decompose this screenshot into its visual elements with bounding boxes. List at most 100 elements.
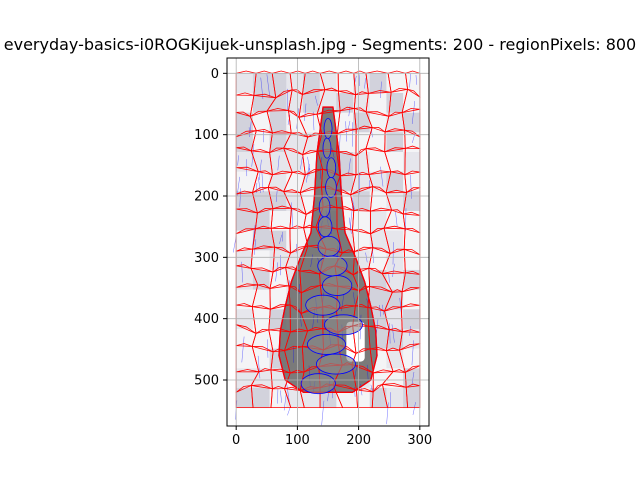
flow-line (412, 402, 416, 415)
flow-line (411, 371, 415, 385)
flow-line (392, 263, 395, 277)
flow-line (395, 211, 398, 227)
flow-line (266, 74, 271, 98)
segment-cell (336, 73, 354, 94)
segment-cell (252, 112, 271, 133)
segment-cell (269, 171, 287, 192)
segment-cell (236, 73, 254, 94)
object-boundary (278, 106, 378, 393)
flow-line (239, 188, 241, 207)
segment-cell (269, 112, 287, 133)
segment-cell (269, 132, 287, 153)
segment-cell (353, 210, 371, 232)
segment-cell (369, 92, 387, 114)
object-segment (317, 216, 333, 238)
segment-cell (269, 210, 287, 232)
segment-cell (252, 348, 271, 369)
segment-cell (353, 151, 371, 173)
flow-line (291, 202, 293, 227)
y-tick-label: 300 (194, 251, 219, 266)
flow-line (410, 174, 412, 199)
segment-cell (403, 309, 421, 330)
segment-cell (386, 171, 404, 192)
segment-cell (403, 230, 421, 251)
segment-cell (252, 92, 271, 114)
flow-line (352, 292, 356, 304)
object-segment (322, 137, 332, 159)
segment-cell (236, 230, 254, 251)
segment-cell (386, 328, 404, 350)
flow-line (275, 262, 279, 282)
object-segment (317, 255, 348, 277)
segment-cell (369, 151, 387, 173)
flow-line (314, 95, 318, 106)
flow-line (237, 155, 239, 166)
segment-cell (386, 250, 404, 271)
flow-line (267, 339, 269, 358)
segment-cell (353, 230, 371, 251)
segment-cell (269, 92, 287, 114)
segment-cell (269, 368, 287, 389)
segment-cell (403, 151, 421, 173)
flow-line (391, 324, 395, 343)
object-segment (322, 275, 353, 296)
segment-cell (353, 73, 371, 94)
y-tick-label: 200 (194, 190, 219, 205)
flow-line (348, 158, 351, 175)
segment-cell (386, 230, 404, 251)
segment-cell (269, 230, 287, 251)
segment-cell (236, 368, 254, 389)
x-tick-label: 100 (285, 433, 310, 448)
flow-line (249, 121, 252, 133)
y-tick-label: 0 (211, 67, 219, 82)
flow-line (409, 326, 411, 336)
segment-cell (286, 132, 304, 153)
flow-line (415, 75, 417, 85)
flow-line (411, 101, 415, 124)
segment-cell (353, 112, 371, 133)
object-segment (306, 334, 346, 355)
flow-line (319, 157, 322, 180)
flow-line (388, 274, 390, 283)
segment-cell (252, 151, 271, 173)
segment-cell (269, 387, 287, 409)
segment-cell (403, 191, 421, 212)
segment-cell (236, 171, 254, 192)
segment-cell (386, 112, 404, 133)
segment-cell (403, 92, 421, 114)
flow-line (258, 159, 262, 181)
segment-cell (336, 92, 354, 114)
flow-line (241, 336, 245, 363)
segment-cell (236, 92, 254, 114)
segment-cell (252, 328, 271, 350)
object-segment (317, 235, 341, 257)
object-segment (305, 294, 341, 316)
flow-line (321, 400, 325, 426)
flow-line (366, 364, 369, 380)
chart-title: everyday-basics-i0ROGKijuek-unsplash.jpg… (4, 35, 636, 54)
segment-cell (403, 210, 421, 232)
segment-cell (236, 269, 254, 291)
segment-cell (386, 132, 404, 153)
flow-line (380, 81, 382, 99)
flow-line (286, 384, 290, 404)
flow-line (358, 172, 361, 195)
segment-cell (369, 210, 387, 232)
flow-line (248, 127, 250, 138)
x-tick-label: 200 (346, 433, 371, 448)
segment-cell (369, 73, 387, 94)
flow-line (331, 148, 335, 158)
flow-line (389, 323, 391, 344)
flow-line (280, 390, 282, 403)
flow-line (348, 120, 351, 130)
segment-cell (302, 73, 321, 94)
x-axis: 0 100 200 300 (232, 426, 432, 448)
flow-line (370, 126, 373, 138)
axes-frame (226, 57, 430, 427)
segment-cell (386, 387, 404, 409)
segment-cell (369, 230, 387, 251)
object-segment (315, 353, 356, 375)
segment-cell (353, 171, 371, 192)
segment-cell (236, 328, 254, 350)
segment-cell (252, 368, 271, 389)
